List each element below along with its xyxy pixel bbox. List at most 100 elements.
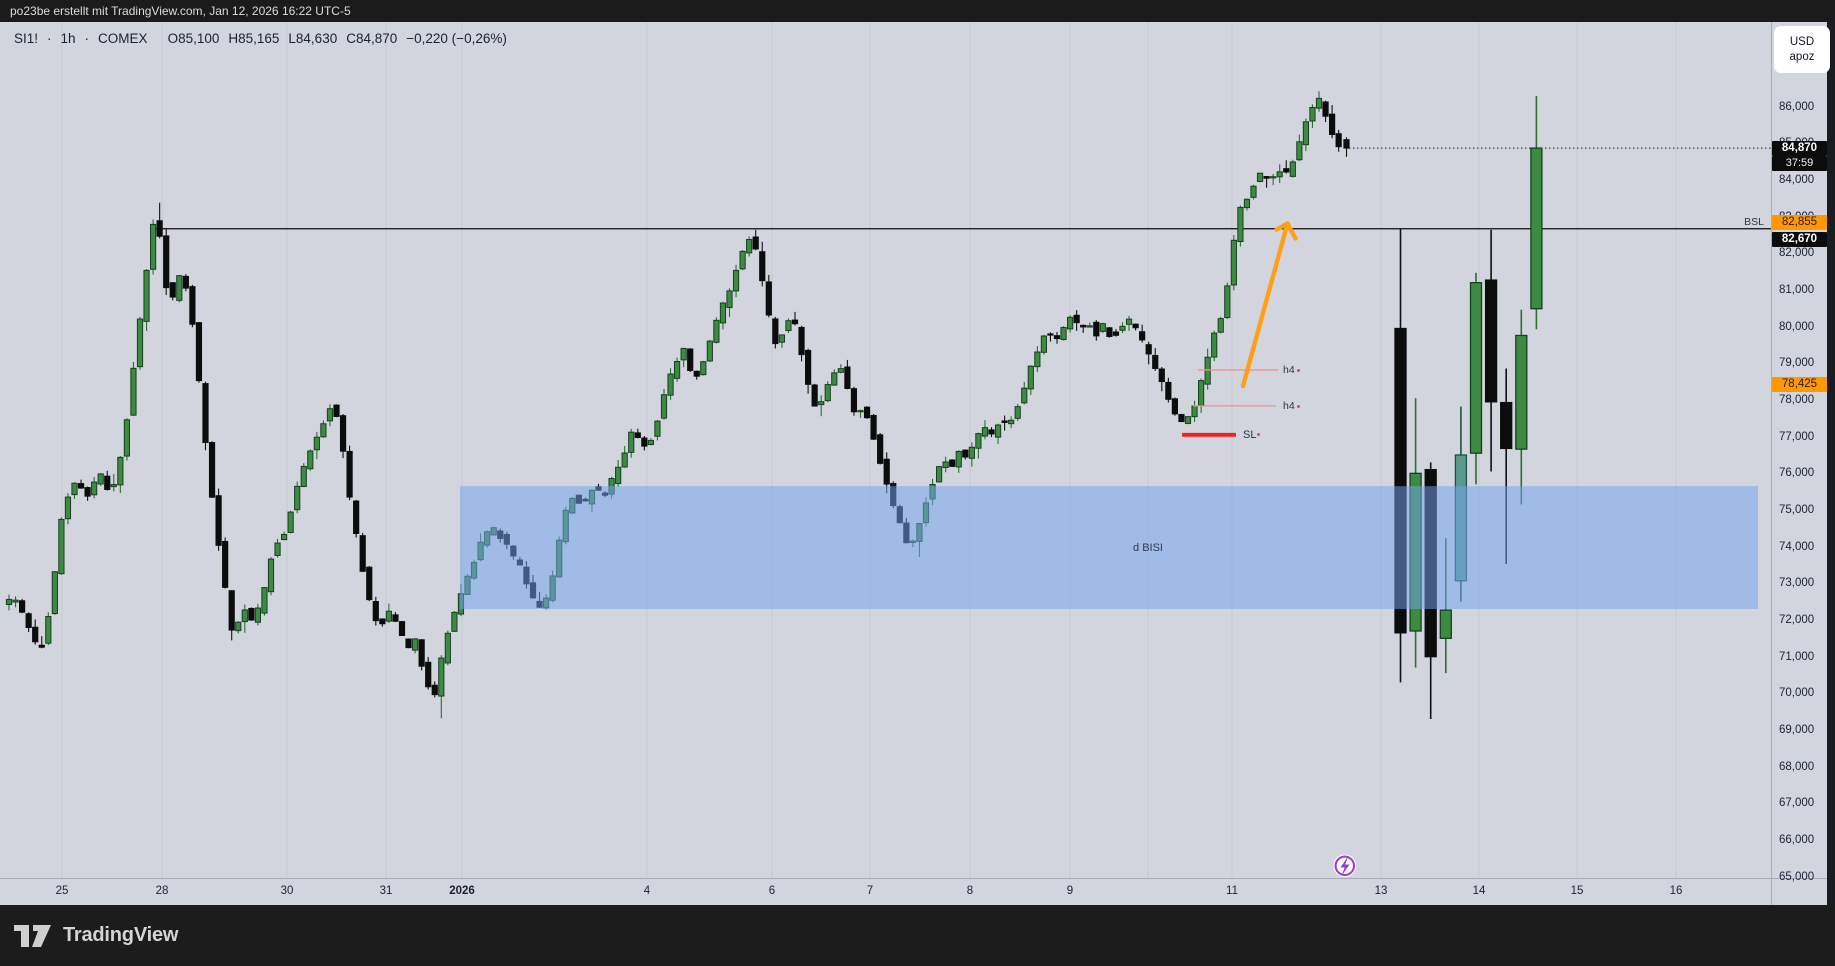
price-tick-label: 70,000 (1779, 687, 1815, 700)
h4-upper-label[interactable]: h4 (1283, 363, 1295, 376)
hourly-candle (1165, 381, 1172, 400)
hourly-candle (438, 657, 445, 697)
hourly-candle (791, 319, 799, 325)
price-tick-label: 74,000 (1779, 540, 1815, 553)
hourly-candle (732, 269, 740, 292)
hourly-candle (1067, 316, 1074, 330)
hourly-candle (1099, 323, 1106, 332)
hourly-candle (1309, 106, 1316, 122)
hourly-candle (1204, 356, 1211, 385)
ray-price-badge[interactable]: 82,670 (1772, 232, 1827, 247)
daily-htf-candle (1500, 401, 1513, 450)
hourly-candle (254, 607, 262, 623)
hourly-candle (706, 340, 713, 362)
hourly-candle (64, 496, 72, 520)
hourly-candle (1139, 331, 1146, 341)
hourly-candle (1237, 206, 1244, 243)
hourly-candle (1171, 398, 1179, 415)
interval-label[interactable]: 1h (60, 30, 76, 46)
change-value: −0,220 (−0,26%) (406, 30, 507, 46)
hourly-candle (988, 429, 995, 435)
price-tick-label: 76,000 (1779, 467, 1815, 480)
hourly-candle (1086, 325, 1093, 328)
attribution-bar: po23be erstellt mit TradingView.com, Jan… (0, 0, 1835, 22)
hourly-candle (1132, 323, 1139, 329)
currency-label[interactable]: USD (1789, 36, 1815, 48)
hourly-candle (176, 275, 183, 301)
hourly-candle (104, 475, 111, 490)
price-tick-label: 71,000 (1779, 650, 1815, 663)
hourly-candle (1093, 321, 1100, 337)
hourly-candle (831, 372, 838, 386)
hourly-candle (1283, 168, 1290, 173)
hourly-candle (1322, 101, 1329, 117)
hourly-candle (1276, 171, 1283, 178)
hourly-candle (844, 366, 851, 389)
price-tick-label: 81,000 (1779, 284, 1815, 296)
hourly-candle (1198, 380, 1205, 406)
hourly-candle (811, 384, 818, 407)
projection-arrow-shaft[interactable] (1240, 221, 1290, 389)
hourly-candle (91, 481, 98, 496)
hourly-candle (1112, 331, 1120, 336)
symbol-name[interactable]: SI1! (14, 30, 39, 46)
hourly-candle (850, 388, 858, 413)
hourly-candle (189, 286, 196, 325)
price-tick-label: 82,000 (1779, 247, 1815, 260)
unit-label[interactable]: apoz (1789, 51, 1815, 63)
hourly-candle (719, 302, 727, 324)
hourly-candle (307, 450, 314, 470)
price-scale-separator (1771, 22, 1772, 905)
symbol-legend[interactable]: SI1! · 1h · COMEX O85,100 H85,165 L84,63… (14, 29, 507, 47)
hourly-candle (1106, 327, 1113, 337)
hourly-candle (182, 275, 189, 289)
alert-price-badge[interactable]: 78,425 (1772, 377, 1827, 392)
hourly-candle (818, 401, 825, 406)
hourly-candle (451, 611, 458, 632)
time-tick-label: 25 (55, 885, 69, 897)
last-price-badge: 84,870 (1772, 140, 1827, 156)
bsl-alert-price-badge[interactable]: 82,855 (1772, 214, 1827, 230)
hourly-candle (936, 466, 943, 483)
hourly-candle (1053, 335, 1061, 340)
bar-countdown-badge: 37:59 (1772, 155, 1827, 171)
hourly-candle (949, 459, 956, 467)
hourly-candle (877, 434, 884, 464)
footer-brand-text[interactable]: TradingView (63, 924, 179, 946)
hourly-candle (1270, 176, 1277, 179)
sl-line-label[interactable]: SL (1243, 429, 1257, 441)
price-tick-label: 69,000 (1779, 724, 1815, 736)
currency-unit-box[interactable]: USD apoz (1774, 26, 1830, 73)
hourly-candle (1256, 172, 1264, 182)
price-tick-label: 68,000 (1779, 760, 1815, 773)
hourly-candle (1145, 344, 1152, 355)
hourly-candle (77, 483, 85, 489)
daily-htf-candle (1439, 609, 1452, 639)
bisi-zone-label[interactable]: d BISI (1133, 541, 1163, 554)
projection-arrow-head[interactable] (1274, 221, 1298, 241)
h4-lower-label[interactable]: h4 (1283, 400, 1295, 412)
hourly-candle (150, 223, 157, 270)
hourly-candle (1034, 351, 1041, 368)
hourly-candle (385, 610, 392, 622)
hourly-candle (1211, 332, 1218, 358)
candlestick-chart[interactable] (0, 22, 1771, 878)
hourly-candle (1152, 354, 1159, 369)
tradingview-logo-icon[interactable] (14, 924, 54, 948)
hourly-candle (1263, 176, 1270, 179)
sl-marker-dot (1257, 433, 1260, 436)
hourly-candle (1040, 335, 1048, 353)
hourly-candle (837, 368, 844, 373)
hourly-candle (215, 495, 222, 546)
bsl-line-label[interactable]: BSL (1744, 216, 1764, 228)
hourly-candle (687, 348, 694, 371)
hourly-candle (621, 452, 628, 468)
hourly-candle (32, 626, 39, 643)
price-tick-label: 84,000 (1779, 174, 1815, 186)
time-scale[interactable] (0, 879, 1771, 905)
hourly-candle (353, 500, 360, 535)
price-tick-label: 65,000 (1779, 870, 1815, 883)
bisi-zone-rectangle[interactable] (460, 486, 1758, 610)
daily-htf-candle (1515, 334, 1528, 450)
hourly-candle (294, 485, 301, 511)
